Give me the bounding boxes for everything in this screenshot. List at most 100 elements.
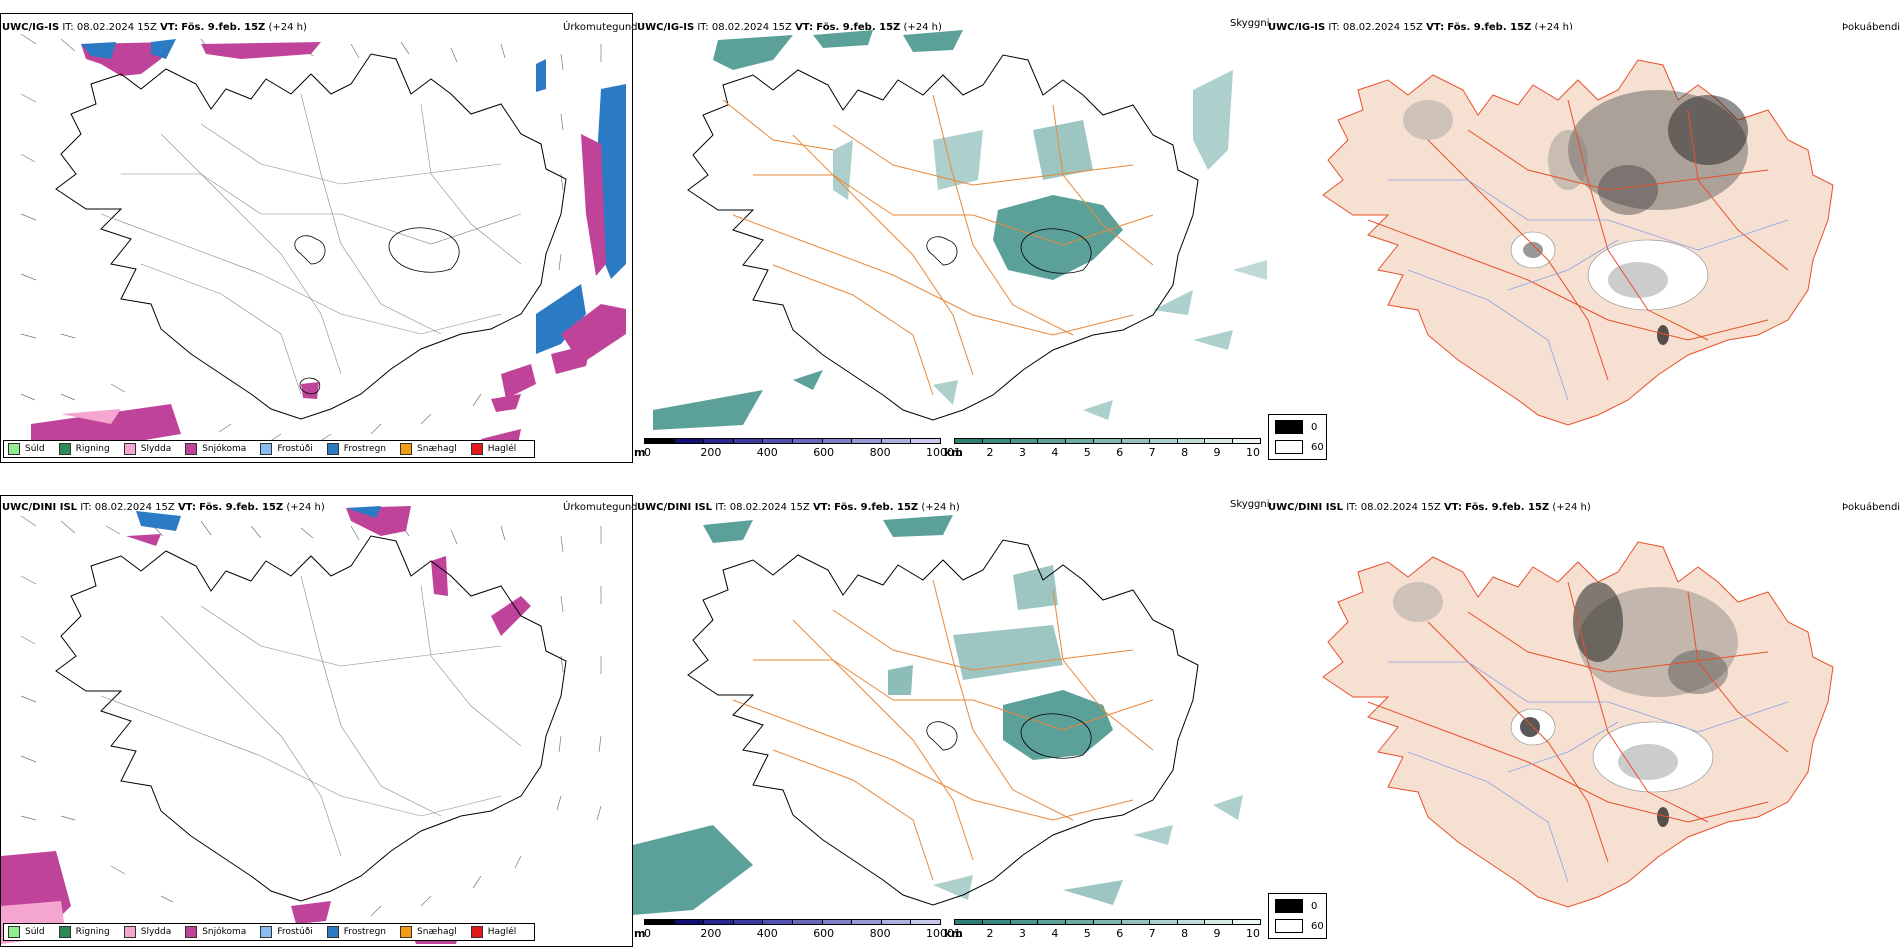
- legend-item: Súld: [8, 443, 45, 455]
- legend-item: Rigning: [58, 443, 110, 455]
- colorbar-tick-label: 8: [1181, 927, 1189, 940]
- colorbar-tick-label: 1: [954, 927, 961, 940]
- precip-legend: Súld Rigning Slydda Snjókoma Frostúði Frostre…: [3, 440, 536, 458]
- panel-header-igis-fog: UWC/IG-IS IT: 08.02.2024 15Z VT: Fös. 9.…: [1268, 22, 1573, 33]
- colorbar-tick-label: 5: [1083, 446, 1091, 459]
- legend-label: Rigning: [75, 927, 110, 937]
- visibility-title: Skyggni: [1230, 18, 1270, 29]
- legend-label: Frostúði: [277, 444, 313, 454]
- colorbar-tick-label: 2: [986, 446, 994, 459]
- colorbar-tick-label: 7: [1148, 927, 1156, 940]
- legend-swatch: [470, 926, 483, 938]
- colorbar-unit: km: [944, 927, 963, 940]
- colorbar-segment: [1176, 438, 1206, 444]
- height-colorbar: m 0 200 400 600 800 1000: [634, 436, 954, 462]
- visibility-colorbar: km 1 2 3 4 5 6 7 8 9 10: [944, 436, 1264, 462]
- colorbar-segment: [673, 919, 705, 925]
- precip-areas: [31, 39, 626, 456]
- legend-item: Snjókoma: [185, 443, 246, 455]
- visibility-panel-dini: [633, 515, 1267, 915]
- precip-type-title: Úrkomutegund: [563, 502, 638, 513]
- legend-item: Frostregn: [326, 926, 386, 938]
- colorbar-segment: [1204, 919, 1234, 925]
- iceland-outline: [687, 54, 1199, 421]
- fog-panel-dini: [1268, 512, 1900, 922]
- colorbar-segment: [981, 919, 1011, 925]
- colorbar-segment: [792, 919, 823, 925]
- colorbar-tick-label: 0: [644, 446, 651, 459]
- fog-panel-igis: [1268, 30, 1900, 440]
- colorbar-tick-label: 4: [1051, 446, 1059, 459]
- roads: [732, 579, 1154, 881]
- colorbar-tick-label: 200: [700, 927, 722, 940]
- colorbar-tick-label: 8: [1181, 446, 1189, 459]
- legend-item: Rigning: [58, 926, 110, 938]
- legend-item: Frostregn: [326, 443, 386, 455]
- colorbar-tick-label: 10: [1246, 446, 1260, 459]
- colorbar-segment: [1009, 438, 1039, 444]
- fog-title: Þokuábendi: [1842, 22, 1900, 33]
- iceland-land: [1322, 541, 1834, 908]
- low-visibility-areas: [633, 515, 1243, 915]
- legend-label: Súld: [25, 927, 45, 937]
- colorbar-tick-label: 1: [954, 446, 961, 459]
- fog-scale-label: 0: [1311, 421, 1318, 433]
- height-colorbar: m 0 200 400 600 800 1000: [634, 917, 954, 943]
- legend-swatch: [260, 443, 273, 455]
- colorbar-tick-label: 2: [986, 927, 994, 940]
- precip-areas: [1, 506, 531, 944]
- colorbar-segment: [954, 438, 983, 444]
- legend-item: Snæhagl: [400, 926, 457, 938]
- legend-item: Snæhagl: [400, 443, 457, 455]
- legend-item: Frostúði: [260, 926, 313, 938]
- panel-header-dini-precip: UWC/DINI ISL IT: 08.02.2024 15Z VT: Fös.…: [2, 502, 325, 513]
- legend-label: Snæhagl: [417, 444, 457, 454]
- legend-swatch: [326, 926, 339, 938]
- legend-label: Súld: [25, 444, 45, 454]
- legend-swatch: [260, 926, 273, 938]
- panel-header-dini-vis: UWC/DINI ISL IT: 08.02.2024 15Z VT: Fös.…: [637, 502, 960, 513]
- colorbar-segment: [1204, 438, 1234, 444]
- colorbar-unit: m: [634, 927, 646, 940]
- iceland-outline: [687, 539, 1199, 906]
- legend-swatch: [185, 926, 198, 938]
- colorbar-segment: [1065, 919, 1095, 925]
- colorbar-segment: [1065, 438, 1095, 444]
- colorbar-tick-label: 1000: [926, 927, 954, 940]
- colorbar-segment: [1232, 438, 1261, 444]
- colorbar-segment: [954, 919, 983, 925]
- colorbar-tick-label: 600: [813, 927, 835, 940]
- precip-type-map-igis: [20, 33, 626, 456]
- fog-scale-row: 60: [1275, 440, 1324, 454]
- colorbar-segment: [1093, 919, 1122, 925]
- legend-label: Snjókoma: [202, 927, 247, 937]
- colorbar-segment: [732, 438, 764, 444]
- legend-swatch: [58, 926, 71, 938]
- fog-scale-label: 0: [1311, 900, 1318, 912]
- fog-scale-box: 0 60: [1268, 414, 1327, 460]
- colorbar-segment: [851, 919, 882, 925]
- fog-map-igis: [1322, 59, 1834, 426]
- colorbar-tick-label: 5: [1083, 927, 1091, 940]
- panel-header-dini-fog: UWC/DINI ISL IT: 08.02.2024 15Z VT: Fös.…: [1268, 502, 1591, 513]
- colorbar-tick-label: 6: [1116, 446, 1124, 459]
- colorbar-segment: [673, 438, 705, 444]
- colorbar-segment: [1232, 919, 1261, 925]
- rivers: [1388, 661, 1789, 883]
- fog-scale-swatch: [1275, 440, 1303, 454]
- colorbar-segment: [821, 919, 853, 925]
- colorbar-tick-label: 6: [1116, 927, 1124, 940]
- fog-scale-row: 60: [1275, 919, 1324, 933]
- iceland-land: [1322, 59, 1834, 426]
- legend-label: Haglél: [487, 444, 517, 454]
- fog-scale-row: 0: [1275, 899, 1317, 913]
- visibility-map-igis: [653, 30, 1267, 430]
- colorbar-segment: [821, 438, 853, 444]
- fog-scale-swatch: [1275, 899, 1303, 913]
- legend-label: Slydda: [140, 927, 172, 937]
- iceland-outline: [55, 53, 567, 420]
- colorbar-segment: [1037, 438, 1067, 444]
- fog-scale-row: 0: [1275, 420, 1317, 434]
- roads: [722, 94, 1154, 396]
- colorbar-segment: [1120, 438, 1150, 444]
